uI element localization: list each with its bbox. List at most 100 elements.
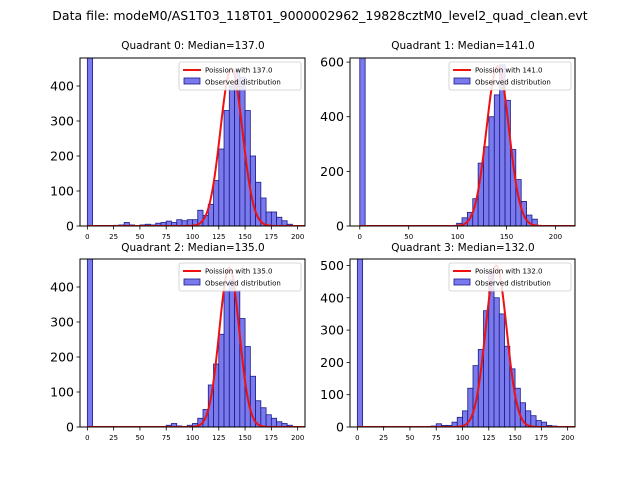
legend-line-label: Poission with 132.0 <box>475 268 543 276</box>
x-tick-label: 125 <box>212 233 225 241</box>
histogram-bar <box>223 110 230 226</box>
y-tick-label: 500 <box>320 258 344 273</box>
histogram-bar <box>493 94 501 226</box>
x-tick-label: 0 <box>355 434 359 442</box>
x-tick-label: 125 <box>482 434 495 442</box>
legend-box <box>448 262 572 292</box>
y-tick-label: 200 <box>50 350 74 365</box>
x-tick-label: 0 <box>358 233 362 241</box>
legend-bar-swatch <box>183 77 201 85</box>
legend-bar-label: Observed distribution <box>475 280 551 288</box>
panel-quadrant-3: Quadrant 3: Median=132.0 0 25 50 75 100 125 15… <box>320 242 576 442</box>
legend-bar-swatch <box>453 278 471 286</box>
y-tick-label: 400 <box>50 79 74 94</box>
legend-box <box>448 61 572 91</box>
plot-area: 0 25 50 75 100 125 150 175 200 0 100 200 300 400 Poiss… <box>50 258 306 442</box>
y-tick-label: 300 <box>320 323 344 338</box>
y-tick-label: 100 <box>50 385 74 400</box>
x-tick-label: 25 <box>379 434 388 442</box>
x-tick-label: 200 <box>549 233 562 241</box>
legend: Poission with 132.0 Observed distribution <box>448 262 572 292</box>
histogram-bar <box>498 313 505 427</box>
histogram-bar <box>223 290 230 427</box>
histogram-bar <box>493 297 500 427</box>
x-tick-label: 200 <box>291 434 304 442</box>
legend: Poission with 141.0 Observed distribution <box>448 61 572 91</box>
x-tick-label: 200 <box>561 434 574 442</box>
histogram-bar <box>171 423 178 427</box>
x-tick-label: 150 <box>238 434 251 442</box>
histogram-bar <box>265 414 272 427</box>
panel-quadrant-0: Quadrant 0: Median=137.0 0 25 50 75 100 125 15… <box>50 40 306 241</box>
x-tick-label: 150 <box>508 434 521 442</box>
histogram-bar <box>86 58 94 226</box>
x-tick-label: 175 <box>265 434 278 442</box>
y-tick-label: 300 <box>50 114 74 129</box>
x-tick-label: 125 <box>212 434 225 442</box>
histogram-bar <box>281 220 288 226</box>
y-tick-label: 600 <box>320 55 344 70</box>
y-tick-label: 200 <box>50 149 74 164</box>
histogram-bar <box>359 58 366 226</box>
panel-quadrant-2: Quadrant 2: Median=135.0 0 25 50 75 100 125 15… <box>50 242 306 442</box>
x-tick-label: 100 <box>186 434 199 442</box>
legend-line-label: Poission with 135.0 <box>205 268 273 276</box>
histogram-bar <box>356 259 364 427</box>
x-tick-label: 100 <box>186 233 199 241</box>
legend-bar-swatch <box>453 77 471 85</box>
legend: Poission with 135.0 Observed distribution <box>178 262 302 292</box>
x-tick-label: 50 <box>404 233 413 241</box>
histogram-bar <box>218 148 225 226</box>
x-tick-label: 75 <box>162 434 171 442</box>
panel-title: Quadrant 3: Median=132.0 <box>391 242 534 254</box>
x-tick-label: 75 <box>432 434 441 442</box>
histogram-bar <box>213 180 220 226</box>
x-tick-label: 100 <box>451 233 464 241</box>
y-tick-label: 200 <box>320 355 344 370</box>
panel-title: Quadrant 2: Median=135.0 <box>121 242 264 254</box>
poisson-fit-line <box>87 266 305 427</box>
legend-bar-label: Observed distribution <box>205 79 281 87</box>
x-tick-label: 25 <box>109 434 118 442</box>
legend-bar-label: Observed distribution <box>475 79 551 87</box>
x-tick-label: 200 <box>291 233 304 241</box>
legend-bar-label: Observed distribution <box>205 280 281 288</box>
y-tick-label: 400 <box>320 109 344 124</box>
x-tick-label: 175 <box>535 434 548 442</box>
figure-suptitle: Data file: modeM0/AS1T03_118T01_90000029… <box>52 8 587 23</box>
plot-content <box>86 58 305 226</box>
x-tick-label: 0 <box>85 233 89 241</box>
legend-bar-swatch <box>183 278 201 286</box>
axes-frame <box>349 57 576 227</box>
x-tick-label: 175 <box>265 233 278 241</box>
y-tick-label: 0 <box>336 420 344 435</box>
x-tick-label: 25 <box>109 233 118 241</box>
y-tick-label: 100 <box>320 387 344 402</box>
legend: Poission with 137.0 Observed distribution <box>178 61 302 91</box>
legend-box <box>178 61 302 91</box>
x-tick-label: 75 <box>162 233 171 241</box>
y-tick-label: 100 <box>50 184 74 199</box>
histogram-bar <box>86 259 94 427</box>
x-tick-label: 50 <box>135 434 144 442</box>
x-tick-label: 100 <box>456 434 469 442</box>
plot-area: 0 50 100 150 200 0 200 400 600 Poission with 141.… <box>320 55 576 241</box>
histogram-bar <box>260 407 267 427</box>
panel-title: Quadrant 1: Median=141.0 <box>391 40 534 52</box>
y-tick-label: 0 <box>66 420 74 435</box>
plot-area: 0 25 50 75 100 125 150 175 200 0 100 200 300 400 500 Po… <box>320 258 576 442</box>
histogram-bar <box>276 216 283 226</box>
legend-line-label: Poission with 141.0 <box>475 67 543 75</box>
histogram-bar <box>123 222 130 226</box>
histogram-bar <box>488 116 495 226</box>
x-tick-label: 50 <box>405 434 414 442</box>
legend-line-label: Poission with 137.0 <box>205 67 273 75</box>
legend-box <box>178 262 302 292</box>
histogram-bar <box>270 417 278 427</box>
histogram-bar <box>265 211 272 226</box>
histogram-bar <box>530 415 537 427</box>
x-tick-label: 50 <box>135 233 144 241</box>
x-tick-label: 0 <box>85 434 89 442</box>
y-tick-label: 0 <box>66 219 74 234</box>
